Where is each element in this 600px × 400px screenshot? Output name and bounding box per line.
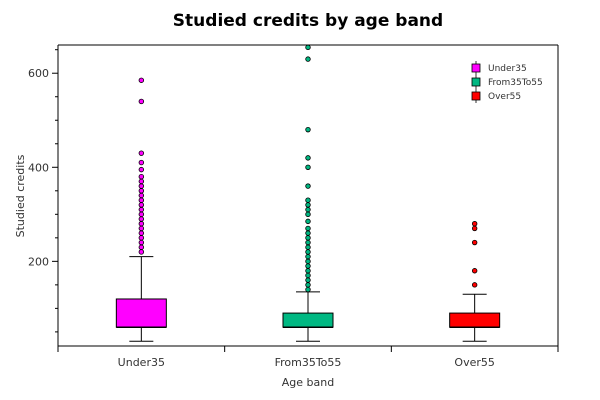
outlier-point (471, 221, 478, 227)
outlier-point (305, 253, 311, 260)
outlier-point (138, 197, 145, 203)
outlier-point (305, 218, 311, 225)
outlier-point (138, 216, 145, 222)
outlier-point (305, 206, 311, 213)
y-tick-label: 600 (28, 67, 49, 80)
legend-swatch (471, 63, 481, 73)
x-axis-label: Age band (282, 376, 334, 389)
outlier-point (138, 221, 145, 227)
box-From35To55 (282, 291, 334, 342)
outlier-point (305, 230, 311, 236)
outliers (138, 44, 478, 293)
legend: Under35 From35To55 Over55 (471, 61, 543, 103)
outlier-point (138, 239, 145, 246)
y-tick-label: 400 (28, 161, 49, 174)
outlier-point (305, 56, 311, 62)
legend-item: Over55 (471, 89, 521, 103)
outlier-point (138, 244, 145, 250)
outlier-point (471, 239, 478, 246)
outlier-point (138, 230, 145, 236)
y-axis-label: Studied credits (14, 154, 27, 237)
outlier-point (138, 235, 145, 241)
outlier-point (305, 202, 311, 208)
legend-label: From35To55 (488, 78, 543, 88)
outlier-point (305, 244, 311, 250)
iqr-box (449, 312, 501, 328)
outlier-point (305, 211, 311, 218)
legend-swatch (471, 91, 481, 101)
outlier-point (305, 263, 311, 269)
outlier-point (138, 225, 145, 232)
outlier-point (305, 183, 311, 189)
box-Under35 (115, 256, 167, 342)
outlier-point (305, 197, 311, 203)
x-tick-label: Under35 (118, 356, 165, 369)
outlier-point (138, 206, 145, 213)
legend-label: Over55 (488, 92, 521, 102)
outlier-point (471, 268, 478, 274)
outlier-point (138, 77, 145, 83)
outlier-point (138, 98, 145, 105)
outlier-point (138, 183, 145, 189)
outlier-point (138, 178, 145, 185)
outlier-point (138, 202, 145, 208)
outlier-point (138, 159, 145, 166)
legend-item: From35To55 (471, 75, 543, 89)
y-tick-label: 200 (28, 255, 49, 268)
outlier-point (305, 164, 311, 170)
legend-swatch (471, 77, 481, 87)
outlier-point (138, 166, 145, 173)
box-Over55 (449, 293, 501, 342)
outlier-point (138, 150, 145, 156)
outlier-point (471, 282, 478, 288)
outlier-point (305, 268, 311, 274)
outlier-point (305, 235, 311, 241)
outlier-point (305, 249, 311, 255)
outlier-point (471, 225, 478, 232)
outlier-point (138, 188, 145, 194)
legend-item: Under35 (471, 61, 527, 75)
outlier-point (138, 173, 145, 180)
x-tick-label: From35To55 (275, 356, 342, 369)
outlier-point (138, 249, 145, 255)
outlier-point (305, 239, 311, 246)
outlier-point (305, 277, 311, 283)
outlier-point (305, 44, 311, 51)
outlier-point (305, 225, 311, 232)
outlier-point (305, 155, 311, 161)
chart-title: Studied credits by age band (173, 11, 443, 31)
outlier-point (138, 211, 145, 218)
outlier-point (305, 286, 311, 293)
legend-label: Under35 (488, 64, 527, 74)
iqr-box (282, 312, 334, 328)
boxes (115, 256, 501, 342)
outlier-point (305, 126, 311, 133)
outlier-point (305, 282, 311, 288)
ticks: 200 400 600 Under35 From35To55 Over55 (28, 49, 559, 369)
x-tick-label: Over55 (454, 356, 494, 369)
outlier-point (305, 272, 311, 279)
outlier-point (138, 192, 145, 199)
outlier-point (305, 258, 311, 265)
iqr-box (115, 298, 167, 328)
